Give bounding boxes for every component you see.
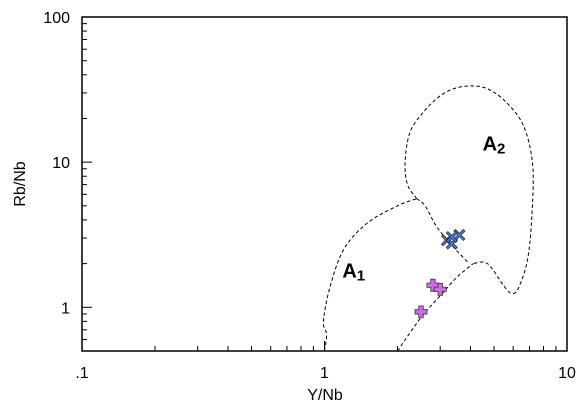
plus-marker-point bbox=[433, 282, 447, 296]
tick-labels: .1 1 10 1 10 100 bbox=[43, 10, 576, 382]
x-marker-point bbox=[445, 230, 458, 244]
field-boundary-line bbox=[322, 198, 417, 352]
y-tick-label: 100 bbox=[43, 10, 70, 27]
x-axis-label: Y/Nb bbox=[307, 387, 343, 404]
y-tick-label: 10 bbox=[52, 155, 70, 172]
field-boundaries bbox=[322, 85, 534, 352]
plus-marker-point bbox=[414, 305, 428, 319]
y-axis-label: Rb/Nb bbox=[12, 161, 29, 206]
field-boundary-line bbox=[404, 85, 534, 294]
field-boundary-line bbox=[416, 198, 469, 263]
y-tick-label: 1 bbox=[61, 300, 70, 317]
field-label-a1: A1 bbox=[342, 261, 365, 285]
x-tick-label: 1 bbox=[320, 365, 329, 382]
field-labels: A1 A2 bbox=[342, 134, 505, 285]
field-boundary-line bbox=[397, 263, 474, 352]
plot-frame bbox=[81, 16, 568, 352]
axis-ticks bbox=[81, 23, 557, 352]
x-tick-label: 10 bbox=[558, 365, 576, 382]
data-points bbox=[414, 228, 466, 319]
x-tick-label: .1 bbox=[75, 365, 88, 382]
field-label-a2: A2 bbox=[483, 134, 506, 158]
